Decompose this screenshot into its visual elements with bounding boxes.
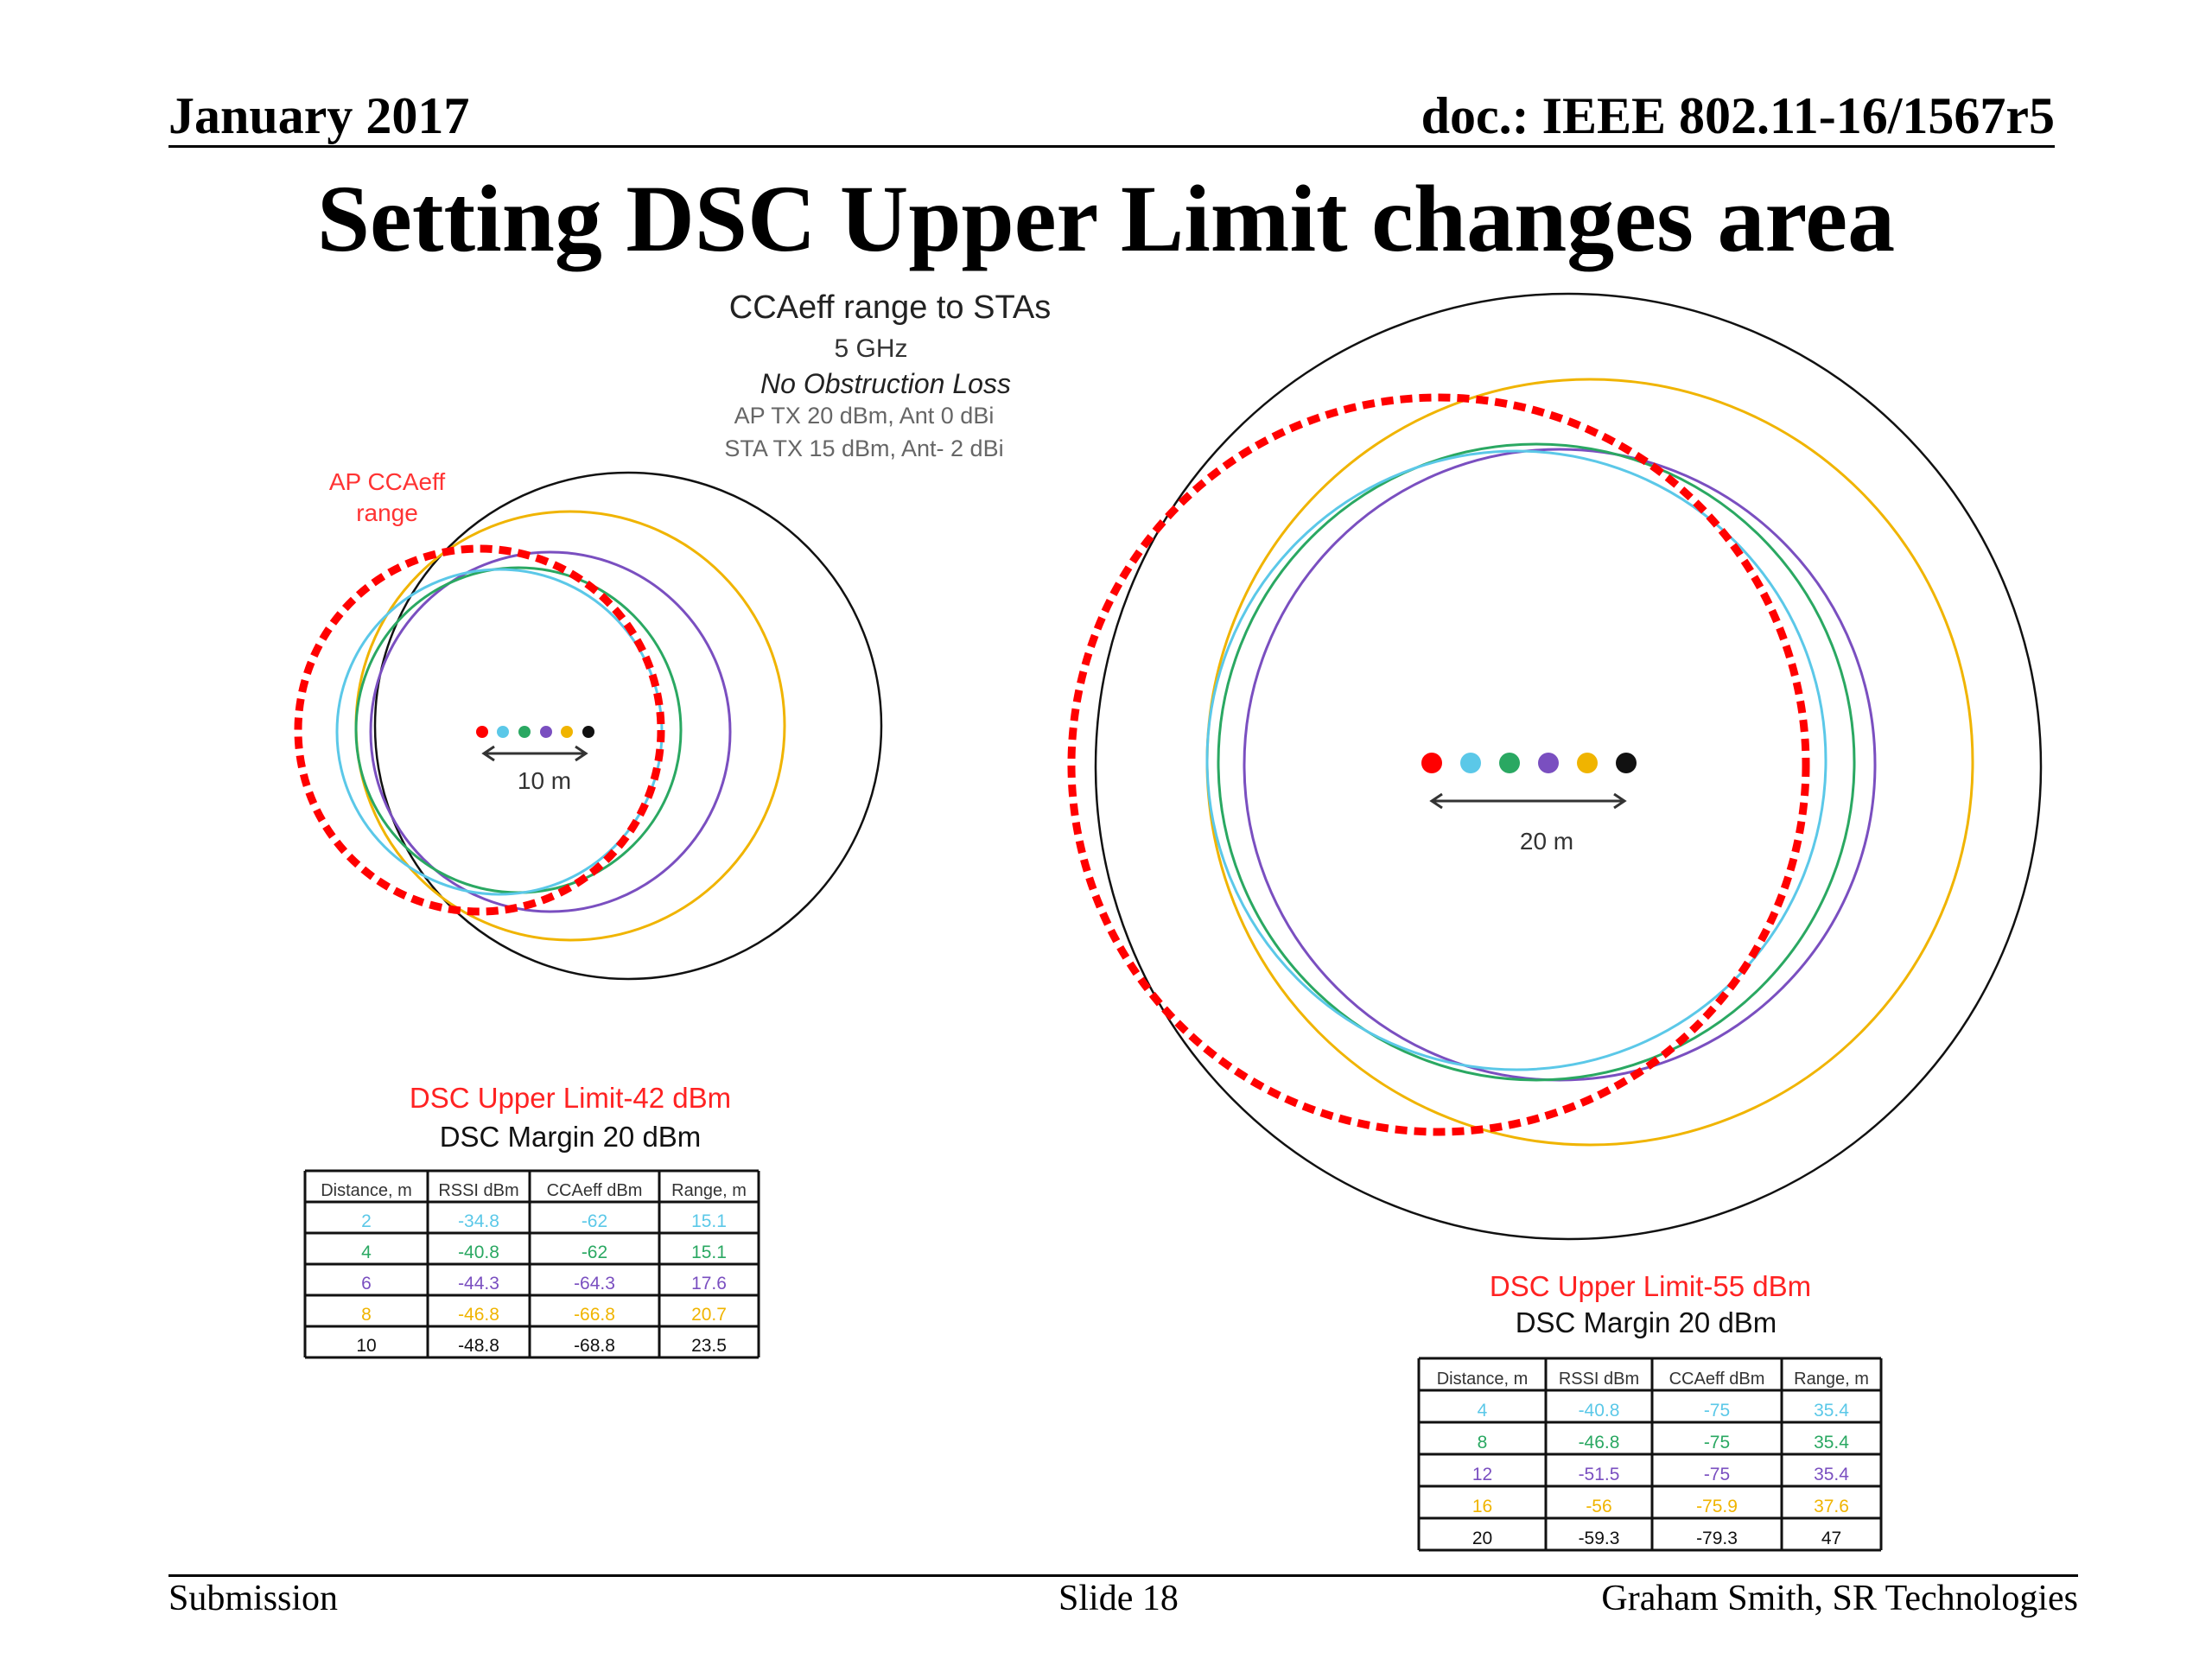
header-date: January 2017 [168,87,470,144]
left-scale-label: 10 m [518,767,571,794]
right-table-cell: 8 [1478,1433,1488,1452]
right-table-header-cell: Distance, m [1437,1370,1529,1389]
left-sta-dots [476,726,594,738]
right-table-cell: -75.9 [1696,1497,1738,1516]
left-table-cell: 15.1 [691,1211,727,1231]
left-dsc-upper-limit: DSC Upper Limit-42 dBm [410,1082,731,1114]
range-circle-12m [1243,448,1877,1082]
footer-author: Graham Smith, SR Technologies [1601,1579,2078,1618]
left-table-cell: 17.6 [691,1274,727,1294]
sta-dot-6m [540,726,552,738]
left-range-table: Distance, m RSSI dBm CCAeff dBm Range, m 2 -3… [303,1169,760,1359]
right-table-cell: -56 [1586,1497,1611,1516]
left-table-cell: 4 [361,1243,372,1262]
left-table-header-cell: Distance, m [321,1181,412,1200]
ap-dot [476,726,488,738]
left-table-cell: -64.3 [574,1274,615,1294]
range-circle-8m-right [1217,442,1856,1082]
ap-dot-right [1421,753,1442,773]
right-dsc-margin: DSC Margin 20 dBm [1516,1306,1777,1338]
left-table-cell: 20.7 [691,1305,727,1325]
left-table-cell: 10 [356,1336,376,1356]
right-table-cell: 47 [1821,1529,1841,1548]
right-table-cell: 16 [1472,1497,1492,1516]
right-table-cell: 20 [1472,1529,1492,1548]
left-table-cell: 2 [361,1211,372,1231]
left-table-cell: -34.8 [458,1211,499,1231]
sta-dot-2m [497,726,509,738]
footer-submission: Submission [168,1579,339,1618]
right-table-cell: 37.6 [1814,1497,1849,1516]
range-circle-4m-right [1205,449,1827,1071]
left-dsc-margin: DSC Margin 20 dBm [440,1121,702,1153]
ap-ccaeff-label-line2: range [356,499,418,526]
left-table-cell: -66.8 [574,1305,615,1325]
right-table-cell: 4 [1478,1401,1488,1421]
left-table-cell: 6 [361,1274,372,1294]
right-scale-label: 20 m [1520,828,1573,855]
right-table-header-cell: Range, m [1794,1370,1869,1389]
right-table-cell: -46.8 [1579,1433,1620,1452]
left-table-cell: -40.8 [458,1243,499,1262]
left-table-cell: 15.1 [691,1243,727,1262]
range-circle-10m [373,471,883,981]
right-table-cell: -40.8 [1579,1401,1620,1421]
range-circle-6m [369,550,732,913]
right-table-cell: -75 [1704,1465,1730,1484]
caption-line-1: CCAeff range to STAs [729,289,1051,326]
right-sta-dots [1421,753,1637,773]
range-circle-20m [1094,292,2043,1241]
right-table-cell: 12 [1472,1465,1492,1484]
ap-ccaeff-circle-right [1067,393,1810,1136]
ap-ccaeff-label-line1: AP CCAeff [329,468,446,495]
right-table-header-cell: RSSI dBm [1559,1370,1639,1389]
left-table-cell: -68.8 [574,1336,615,1356]
sta-dot-16m-right [1577,753,1598,773]
sta-dot-10m [582,726,594,738]
sta-dot-20m-right [1616,753,1637,773]
caption-line-3: No Obstruction Loss [760,368,1011,399]
footer-slide-number: Slide 18 [1058,1579,1179,1618]
caption-line-5: STA TX 15 dBm, Ant- 2 dBi [724,435,1003,461]
header-divider [168,145,2055,148]
caption-line-2: 5 GHz [834,334,907,363]
slide-title: Setting DSC Upper Limit changes area [316,166,1896,271]
right-table-cell: 35.4 [1814,1433,1849,1452]
footer-divider [168,1574,2078,1577]
left-table-cell: -48.8 [458,1336,499,1356]
sta-dot-12m-right [1538,753,1559,773]
caption-line-4: AP TX 20 dBm, Ant 0 dBi [734,403,995,429]
left-circles [294,471,883,981]
left-scale-arrow [481,745,588,762]
left-table-header-cell: Range, m [671,1181,747,1200]
sta-dot-4m-right [1460,753,1481,773]
sta-dot-8m [561,726,573,738]
left-table-cell: 23.5 [691,1336,727,1356]
right-table-cell: -79.3 [1696,1529,1738,1548]
right-table-cell: -75 [1704,1401,1730,1421]
left-table-cell: -62 [582,1211,607,1231]
left-table-cell: -44.3 [458,1274,499,1294]
right-table-cell: -59.3 [1579,1529,1620,1548]
right-table-cell: 35.4 [1814,1465,1849,1484]
ap-ccaeff-circle [294,544,665,916]
right-scale-arrow [1429,792,1627,810]
right-range-table: Distance, m RSSI dBm CCAeff dBm Range, m 4 -4… [1417,1357,1883,1552]
left-table-cell: -62 [582,1243,607,1262]
sta-dot-4m [518,726,531,738]
left-table-cell: 8 [361,1305,372,1325]
right-circles [1067,292,2043,1241]
right-table-cell: -75 [1704,1433,1730,1452]
right-dsc-upper-limit: DSC Upper Limit-55 dBm [1490,1270,1811,1302]
sta-dot-8m-right [1499,753,1520,773]
right-table-cell: -51.5 [1579,1465,1620,1484]
right-table-header-cell: CCAeff dBm [1669,1370,1765,1389]
left-table-header-cell: RSSI dBm [438,1181,518,1200]
left-table-cell: -46.8 [458,1305,499,1325]
right-table-cell: 35.4 [1814,1401,1849,1421]
left-table-header-cell: CCAeff dBm [547,1181,643,1200]
header-doc-id: doc.: IEEE 802.11-16/1567r5 [1421,87,2055,144]
